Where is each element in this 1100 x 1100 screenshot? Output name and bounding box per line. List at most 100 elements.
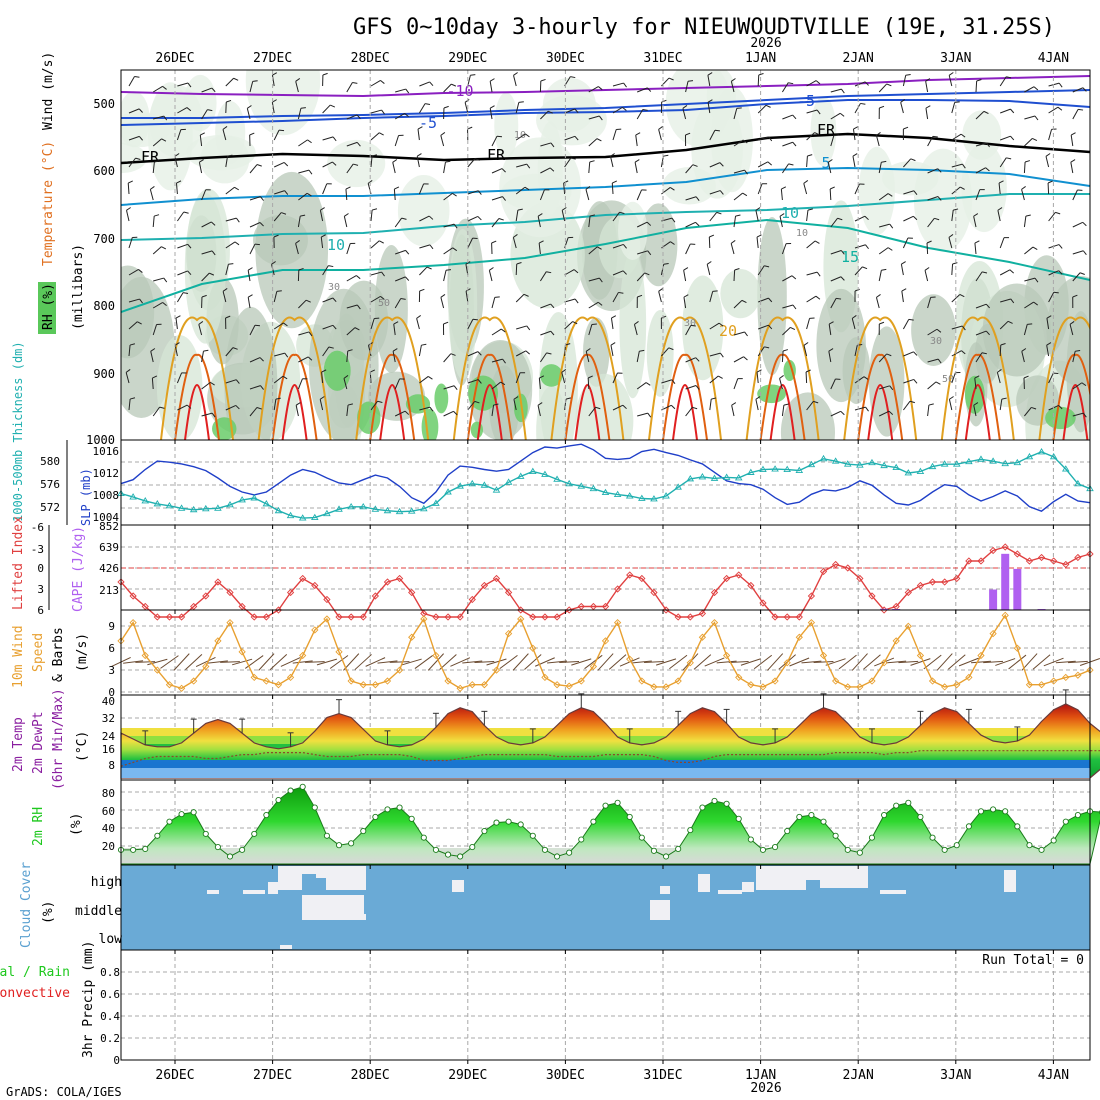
wind-barb-staff — [322, 161, 333, 168]
wind-speed-line-point — [868, 677, 876, 685]
wind-speed-line-point — [456, 684, 464, 692]
precip-label-total: Total / Rain — [0, 965, 70, 980]
wind-barb-staff — [295, 243, 299, 255]
wind-barb-staff — [1023, 324, 1028, 336]
cape-bar — [1001, 553, 1010, 610]
wind-barb-flag — [889, 223, 894, 229]
lifted-index-line-point — [819, 567, 828, 576]
wind-barb-staff — [249, 243, 256, 255]
thickness-line-point — [783, 465, 791, 473]
credit-text: GrADS: COLA/IGES — [6, 1085, 122, 1099]
wind-barb-flag — [637, 294, 643, 298]
wind-tick-9: 9 — [108, 620, 115, 633]
wind-barb-staff — [781, 163, 789, 174]
wind-barb-staff — [927, 381, 937, 390]
wind-barb-flag — [259, 222, 264, 227]
wind-barb-staff — [757, 346, 765, 357]
rh-shade-blob — [489, 365, 520, 440]
temp-plume-red — [476, 383, 503, 440]
wind-barb-staff — [830, 298, 837, 309]
thickness-line-point — [1001, 459, 1010, 467]
wind-barb-flag — [501, 168, 506, 173]
wind-barb-staff — [128, 399, 131, 411]
lifted-index-line-point — [941, 578, 949, 586]
wind-barb-flag — [159, 406, 165, 409]
wind-barb-flag — [1032, 137, 1038, 142]
wind-barb-flag — [1034, 115, 1039, 121]
surface-wind-barb — [936, 653, 953, 671]
panel-frames — [48, 69, 1091, 1064]
wind-barb-flag — [730, 240, 736, 244]
wind-barb-flag — [546, 352, 552, 355]
rh-point — [772, 844, 779, 851]
wind-barb-flag — [864, 215, 869, 221]
wind-barb-flag — [599, 277, 603, 283]
temp-ylabel-1: 2m Temp — [11, 717, 26, 772]
wind-barb-staff — [709, 375, 719, 384]
wind-barb-staff — [128, 321, 138, 330]
wind-barb-flag — [1009, 269, 1014, 274]
wind-barb-staff — [128, 76, 135, 87]
thickness-line-point — [541, 470, 549, 477]
temp-plume-orange — [160, 316, 234, 440]
temp-plume-orange — [1038, 316, 1090, 440]
wind-barb-staff — [561, 372, 566, 384]
wind-barb-staff — [443, 270, 447, 282]
wind-barb-flag — [305, 299, 311, 303]
wind-barb-flag — [879, 105, 885, 109]
wind-barb-flag — [671, 217, 676, 223]
wind-barb-flag — [881, 268, 887, 271]
wind-barb-flag — [381, 109, 385, 115]
wind-barb-staff — [395, 249, 406, 255]
wind-barb-staff — [201, 221, 212, 228]
wind-barb-flag — [1010, 135, 1015, 141]
wind-barb-staff — [1072, 250, 1084, 255]
wind-barb-flag — [634, 159, 640, 163]
wind-barb-flag — [924, 267, 930, 271]
rh-point — [602, 802, 609, 809]
wind-barb-staff — [709, 212, 718, 222]
wind-barb-staff — [152, 324, 158, 336]
wind-barb-staff — [419, 376, 429, 384]
top-date-label: 30DEC — [546, 51, 585, 66]
wind-barb-staff — [322, 265, 329, 276]
wind-barb-flag — [416, 315, 421, 319]
wind-barb-flag — [901, 288, 907, 292]
rh-point — [541, 846, 548, 853]
thickness-line — [120, 451, 1091, 519]
wind-barb-flag — [1032, 246, 1038, 251]
wind-barb-flag — [1010, 298, 1015, 304]
rh-shade-blob-upper — [121, 91, 150, 148]
wind-barb-staff — [903, 378, 914, 384]
rh-tick-60: 60 — [102, 805, 115, 818]
surface-wind-barb — [767, 653, 784, 671]
rh-high-blob — [964, 375, 985, 414]
wind-speed-line-point — [323, 615, 331, 623]
wind-barb-flag — [908, 318, 914, 321]
wind-barb-flag — [695, 357, 700, 362]
wind-barb-staff — [685, 221, 696, 228]
cloud-block — [354, 914, 366, 920]
wind-barb-flag — [886, 353, 892, 357]
wind-barb-staff — [321, 371, 324, 384]
wind-barb-staff — [974, 378, 977, 390]
wind-barb-flag — [639, 349, 645, 352]
wind-barb-staff — [779, 378, 783, 390]
rh-point — [335, 842, 343, 849]
wind-speed-line-point — [807, 619, 816, 627]
wind-barb-flag — [516, 261, 522, 265]
wind-barb-staff — [540, 110, 549, 120]
wind-barb-flag — [137, 321, 142, 325]
thickness-line-point — [734, 474, 743, 481]
wind-barb-flag — [1006, 157, 1012, 160]
wind-barb-flag — [247, 267, 253, 271]
wind-barb-flag — [453, 385, 458, 390]
wind-barb-flag — [236, 217, 240, 223]
slp-tick-1016: 1016 — [93, 445, 120, 458]
rh-point — [687, 827, 694, 834]
wind-speed-line-point — [311, 626, 319, 634]
wind-barb-flag — [234, 241, 240, 246]
surface-wind-barb — [173, 653, 190, 671]
wind-barb-staff — [540, 167, 551, 174]
wind-barb-staff — [927, 168, 938, 174]
